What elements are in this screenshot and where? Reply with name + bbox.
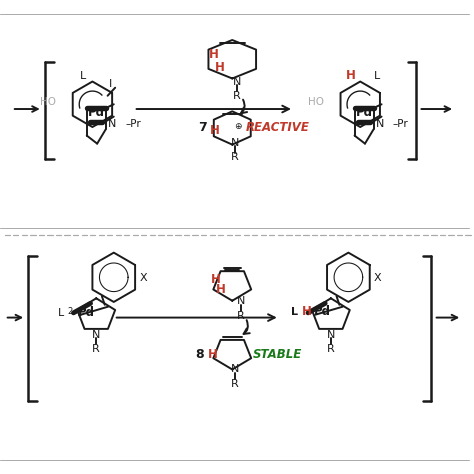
Text: R: R — [327, 344, 335, 354]
Text: H: H — [211, 273, 220, 286]
Text: R: R — [237, 310, 245, 321]
Text: Pd: Pd — [356, 106, 373, 119]
Text: HO: HO — [308, 97, 324, 107]
Text: N: N — [237, 296, 245, 307]
Text: L: L — [374, 71, 380, 81]
Text: H: H — [302, 305, 312, 319]
Text: L: L — [80, 71, 86, 81]
Text: H: H — [209, 347, 218, 361]
Text: N: N — [233, 77, 241, 87]
Text: –Pr: –Pr — [392, 119, 408, 129]
Text: R: R — [233, 91, 241, 101]
Text: H: H — [346, 69, 356, 82]
Text: X: X — [139, 273, 147, 283]
Text: REACTIVE: REACTIVE — [246, 120, 309, 134]
Text: H: H — [210, 124, 220, 137]
Text: Pd: Pd — [88, 106, 105, 119]
Text: HO: HO — [40, 97, 56, 107]
Text: I: I — [109, 79, 112, 89]
Text: N: N — [108, 119, 117, 129]
Text: H: H — [216, 283, 225, 296]
Text: ⊕: ⊕ — [234, 122, 242, 131]
Text: Pd: Pd — [314, 305, 331, 319]
Text: STABLE: STABLE — [253, 347, 302, 361]
Text: 7: 7 — [199, 120, 207, 134]
Text: N: N — [230, 138, 239, 148]
Text: N: N — [230, 364, 239, 374]
Text: H: H — [215, 61, 225, 74]
Text: N: N — [327, 329, 335, 339]
Text: L: L — [58, 308, 64, 318]
Text: Pd: Pd — [78, 306, 95, 319]
Text: 8: 8 — [196, 347, 204, 361]
Text: R: R — [231, 379, 238, 389]
Text: R: R — [92, 344, 100, 354]
Text: N: N — [376, 119, 384, 129]
Text: X: X — [374, 273, 382, 283]
Text: L: L — [291, 307, 298, 317]
Text: R: R — [231, 152, 238, 163]
Text: –Pr: –Pr — [126, 119, 141, 129]
Text: N: N — [92, 329, 100, 339]
Text: 2: 2 — [67, 307, 73, 316]
Text: H: H — [210, 48, 219, 61]
